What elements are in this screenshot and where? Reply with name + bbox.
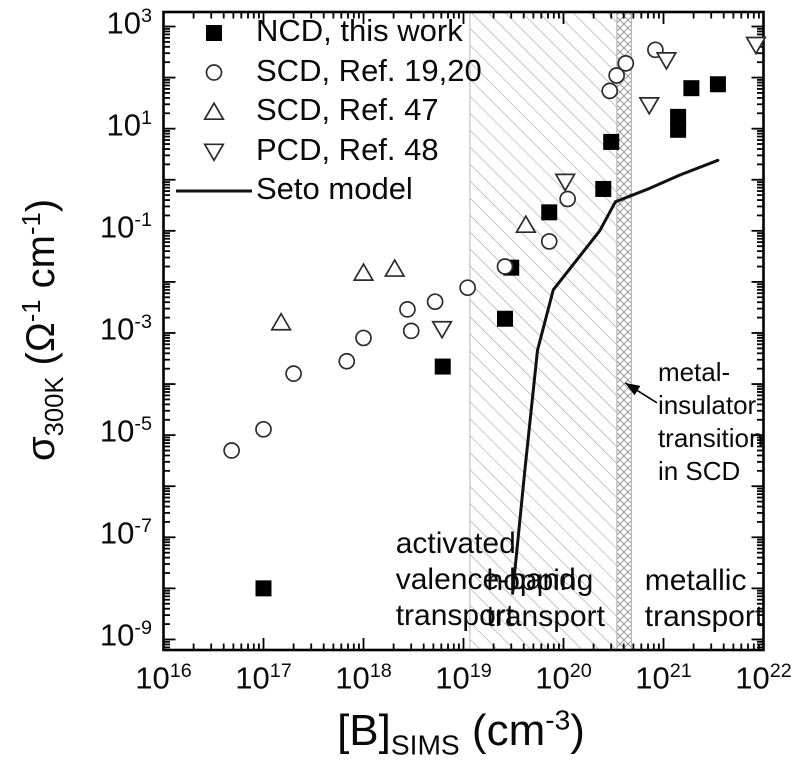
point-ncd-this-work bbox=[603, 133, 620, 150]
point-pcd-ref-48 bbox=[655, 52, 678, 71]
metal-insulator-transition-band bbox=[616, 13, 632, 649]
point-ncd-this-work bbox=[595, 180, 612, 197]
annotation-metallic-transport: metallic transport bbox=[644, 563, 764, 633]
metal-insulator-arrow bbox=[624, 382, 658, 404]
y-tick-label-1e-9: 10-9 bbox=[99, 617, 152, 653]
legend-label-ncd-this-work: NCD, this work bbox=[256, 13, 463, 49]
x-tick-label-1e20: 1020 bbox=[535, 660, 592, 696]
y-tick-label-1e1: 101 bbox=[106, 106, 152, 142]
legend-symbols bbox=[176, 25, 252, 193]
axis-ticks bbox=[162, 12, 765, 650]
point-pcd-ref-48 bbox=[745, 36, 767, 56]
point-ncd-this-work bbox=[670, 121, 687, 138]
seto-model-line bbox=[511, 158, 720, 595]
annotation-arrow-layer bbox=[624, 382, 658, 404]
x-tick-label-1e21: 1021 bbox=[635, 660, 692, 696]
point-scd-ref-19-20 bbox=[426, 293, 444, 311]
data-points bbox=[223, 36, 767, 597]
point-scd-ref-19-20 bbox=[285, 365, 302, 382]
legend-symbol-scd-ref-19-20 bbox=[205, 64, 223, 81]
point-scd-ref-47 bbox=[270, 312, 292, 331]
point-ncd-this-work bbox=[255, 580, 272, 597]
point-scd-ref-19-20 bbox=[559, 190, 576, 208]
x-tick-label-1e22: 1022 bbox=[735, 660, 792, 696]
x-tick-label-1e19: 1019 bbox=[435, 660, 492, 696]
point-ncd-this-work bbox=[434, 358, 451, 375]
point-ncd-this-work bbox=[709, 76, 726, 93]
point-scd-ref-19-20 bbox=[496, 258, 514, 275]
x-tick-label-1e17: 1017 bbox=[235, 660, 292, 696]
point-scd-ref-19-20 bbox=[355, 329, 372, 347]
point-ncd-this-work bbox=[496, 310, 513, 327]
point-ncd-this-work bbox=[670, 108, 687, 125]
point-scd-ref-19-20 bbox=[338, 352, 356, 370]
legend-symbol-scd-ref-47 bbox=[203, 101, 225, 121]
y-tick-label-1e-1: 10-1 bbox=[99, 208, 152, 245]
point-scd-ref-47 bbox=[383, 258, 406, 277]
annotation-metal-insulator-transition-in-scd: metal-insulator transition in SCD bbox=[657, 357, 764, 487]
annotation-activated-valence-band-transport: activated valence-band transport bbox=[395, 526, 576, 632]
y-tick-label-1e-3: 10-3 bbox=[99, 310, 152, 347]
line-seto-model bbox=[511, 158, 720, 595]
point-scd-ref-19-20 bbox=[459, 279, 476, 297]
point-scd-ref-47 bbox=[515, 214, 537, 234]
point-scd-ref-19-20 bbox=[255, 420, 272, 438]
point-scd-ref-19-20 bbox=[402, 322, 420, 340]
legend-symbol-ncd-this-work bbox=[206, 25, 222, 41]
point-ncd-this-work bbox=[541, 204, 558, 221]
point-ncd-this-work bbox=[683, 80, 700, 97]
legend-label-scd-ref-19-20: SCD, Ref. 19,20 bbox=[256, 52, 482, 88]
y-tick-label-1e-5: 10-5 bbox=[99, 413, 152, 449]
point-scd-ref-19-20 bbox=[617, 54, 635, 72]
point-scd-ref-19-20 bbox=[601, 82, 619, 100]
point-pcd-ref-48 bbox=[431, 320, 453, 340]
legend-label-pcd-ref-48: PCD, Ref. 48 bbox=[256, 131, 439, 167]
point-pcd-ref-48 bbox=[638, 96, 661, 116]
point-scd-ref-19-20 bbox=[399, 301, 416, 318]
point-scd-ref-19-20 bbox=[223, 442, 240, 459]
shaded-regions bbox=[469, 13, 633, 649]
point-scd-ref-47 bbox=[352, 262, 375, 281]
legend-label-seto-model: Seto model bbox=[256, 171, 413, 207]
point-pcd-ref-48 bbox=[554, 173, 576, 193]
x-axis-label: [B]SIMS (cm-3) bbox=[337, 704, 585, 761]
point-scd-ref-19-20 bbox=[608, 67, 625, 84]
y-tick-label-1e3: 103 bbox=[106, 4, 152, 40]
legend-symbol-pcd-ref-48 bbox=[203, 143, 225, 162]
x-tick-label-1e16: 1016 bbox=[135, 660, 192, 696]
legend-label-scd-ref-47: SCD, Ref. 47 bbox=[256, 92, 439, 128]
y-tick-label-1e-7: 10-7 bbox=[99, 515, 152, 551]
x-tick-label-1e18: 1018 bbox=[335, 660, 392, 696]
point-scd-ref-19-20 bbox=[540, 233, 558, 250]
annotation-hopping-transport: hopping transport bbox=[486, 563, 605, 633]
